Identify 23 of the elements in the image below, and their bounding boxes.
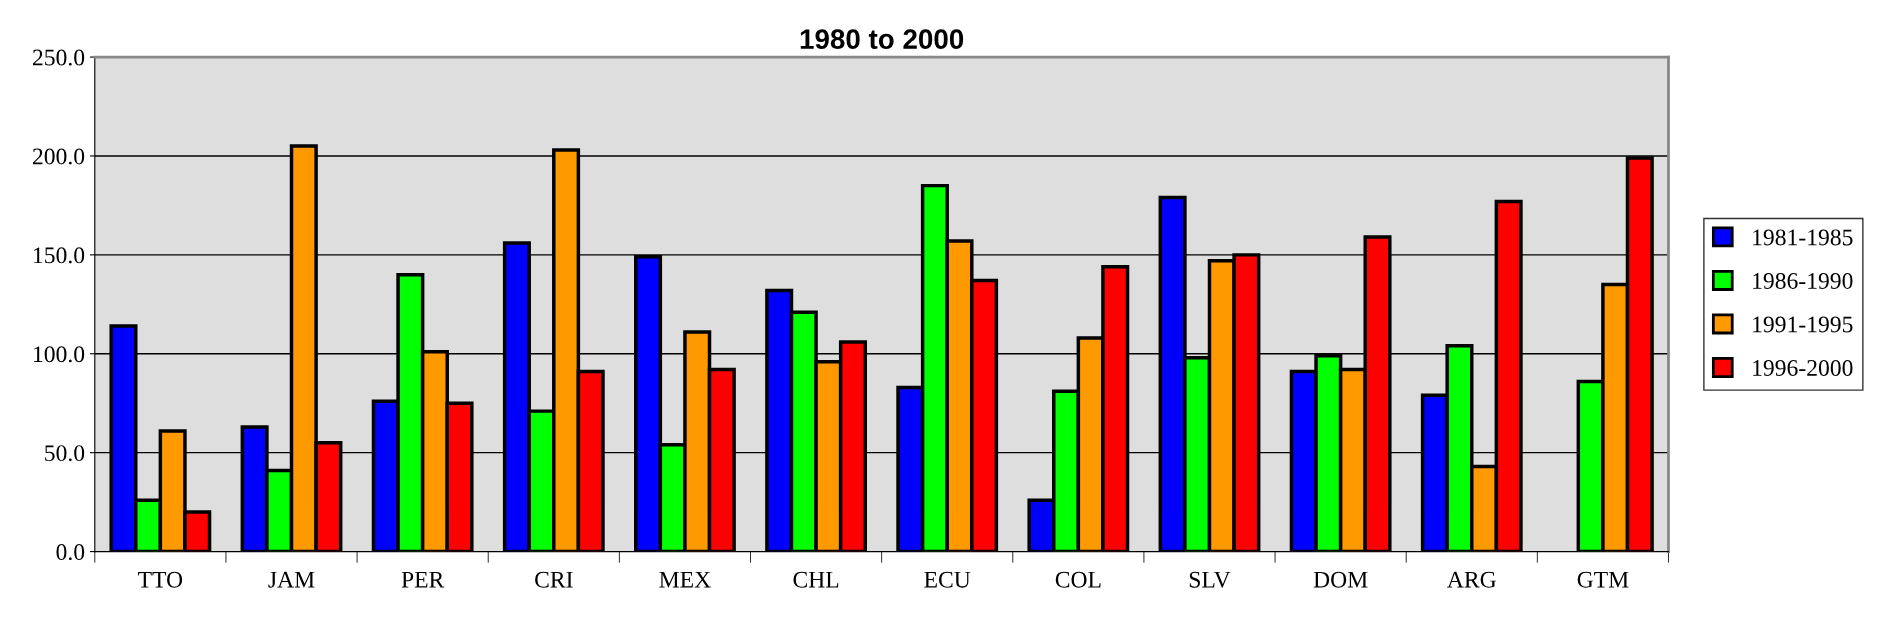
x-tick-label: CRI (535, 571, 573, 588)
x-tick-label: TTO (138, 571, 183, 588)
legend-label: 1986-1990 (1753, 272, 1853, 289)
x-tick-label: GTM (1577, 571, 1629, 588)
x-tick-label: COL (1055, 571, 1101, 588)
y-tick-label: 200.0 (32, 148, 85, 165)
legend-label: 1996-2000 (1753, 359, 1853, 376)
x-tick-label: CHL (793, 571, 839, 588)
x-tick-label: ECU (924, 571, 971, 588)
x-tick-label: MEX (659, 571, 711, 588)
y-tick-label: 250.0 (32, 49, 85, 66)
legend-label: 1991-1995 (1753, 316, 1853, 333)
x-tick-label: SLV (1189, 571, 1231, 588)
y-tick-label: 50.0 (45, 445, 85, 462)
x-tick-label: DOM (1313, 571, 1368, 588)
chart-title: 1980 to 2000 (800, 29, 964, 49)
x-tick-label: JAM (268, 571, 315, 588)
y-tick-label: 0.0 (56, 544, 85, 561)
x-tick-label: ARG (1447, 571, 1496, 588)
x-tick-label: PER (401, 571, 445, 588)
y-tick-label: 100.0 (34, 346, 85, 363)
legend-label: 1981-1985 (1753, 229, 1853, 246)
y-tick-label: 150.0 (34, 247, 85, 264)
